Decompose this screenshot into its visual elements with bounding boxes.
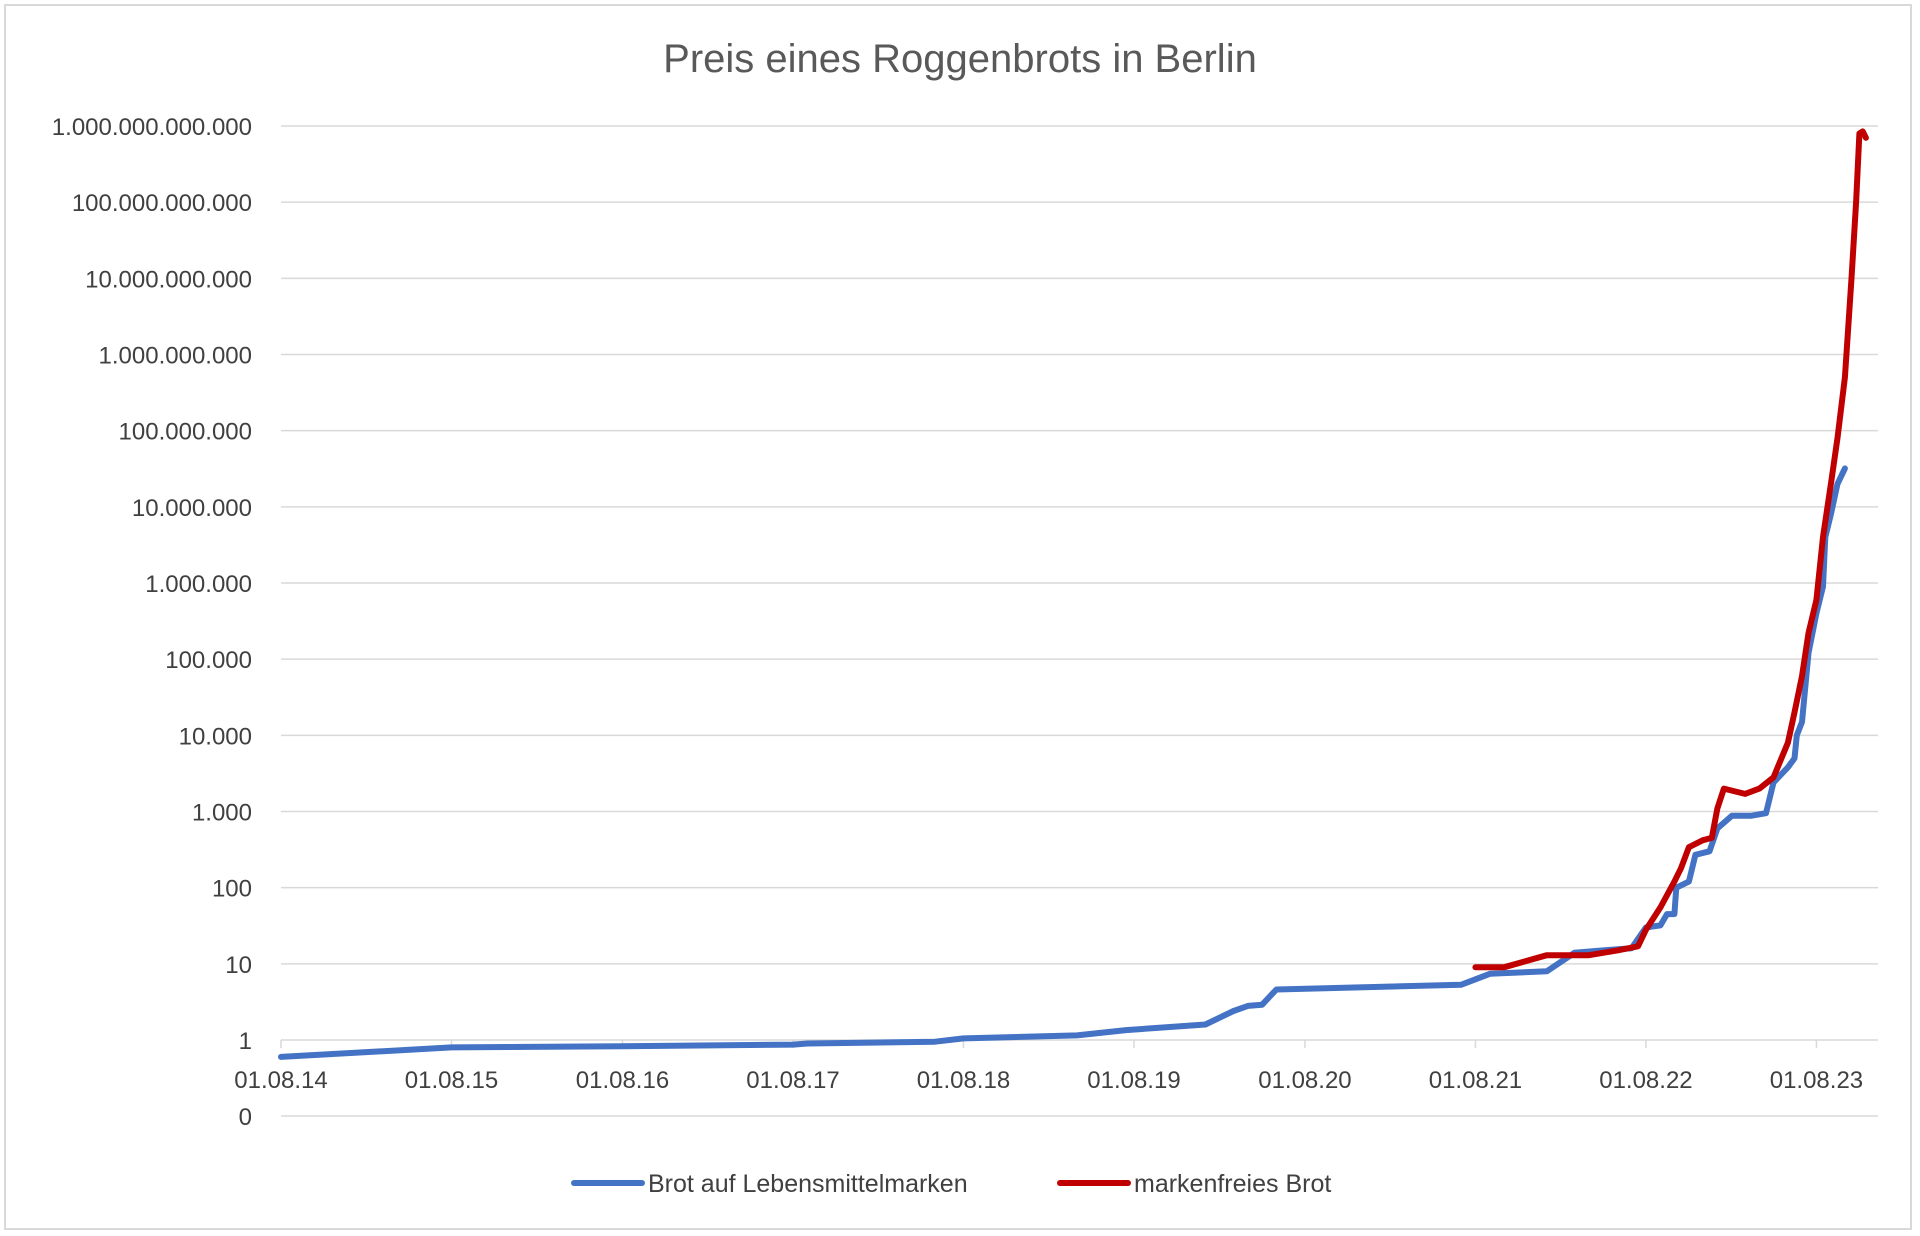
y-axis-ticks: 1.000.000.000.000 100.000.000.000 10.000.0…	[52, 114, 252, 1131]
legend-label: Brot auf Lebensmittelmarken	[648, 1170, 968, 1198]
series-line-2	[1472, 128, 1869, 971]
y-tick-label: 1.000.000	[145, 571, 252, 598]
x-tick-label: 01.08.14	[234, 1067, 327, 1094]
y-tick-label: 10.000	[179, 723, 252, 750]
y-tick-label: 1.000.000.000.000	[52, 114, 252, 141]
x-tick-label: 01.08.17	[746, 1067, 839, 1094]
series-lines	[278, 128, 1869, 1060]
legend: Brot auf Lebensmittelmarken markenfreies …	[571, 1170, 1331, 1198]
y-tick-label: 100.000.000.000	[72, 190, 252, 217]
series-line-1	[278, 465, 1848, 1060]
y-tick-label: 1.000	[192, 800, 252, 827]
x-tick-label: 01.08.15	[405, 1067, 498, 1094]
x-tick-label: 01.08.16	[576, 1067, 669, 1094]
y-tick-label: 10.000.000	[132, 495, 252, 522]
y-tick-label: 10	[225, 952, 252, 979]
x-axis-ticks: 01.08.14 01.08.15 01.08.16 01.08.17 01.08.18…	[234, 1040, 1863, 1094]
gridlines	[281, 125, 1878, 1117]
x-tick-label: 01.08.19	[1087, 1067, 1180, 1094]
x-tick-label: 01.08.20	[1258, 1067, 1351, 1094]
x-tick-label: 01.08.21	[1429, 1067, 1522, 1094]
legend-label: markenfreies Brot	[1134, 1170, 1331, 1198]
x-tick-label: 01.08.23	[1770, 1067, 1863, 1094]
y-tick-label: 100.000	[165, 647, 252, 674]
y-tick-label: 100	[212, 876, 252, 903]
x-tick-label: 01.08.22	[1599, 1067, 1692, 1094]
chart-frame	[4, 4, 1912, 1230]
y-tick-label: 1	[239, 1028, 252, 1055]
y-tick-label-zero: 0	[239, 1104, 252, 1131]
x-tick-label: 01.08.18	[917, 1067, 1010, 1094]
y-tick-label: 1.000.000.000	[99, 343, 252, 370]
chart-title: Preis eines Roggenbrots in Berlin	[663, 37, 1257, 81]
y-tick-label: 100.000.000	[119, 419, 252, 446]
y-tick-label: 10.000.000.000	[85, 266, 252, 293]
